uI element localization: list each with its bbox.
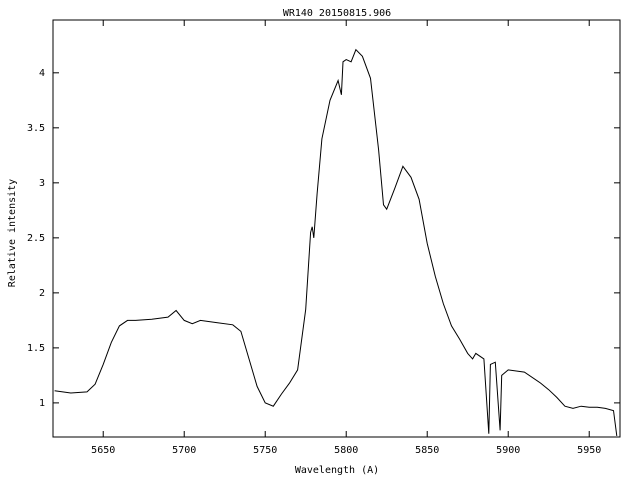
y-tick-label: 1	[39, 398, 45, 409]
chart-title: WR140 20150815.906	[283, 8, 391, 19]
x-tick-label: 5800	[334, 445, 358, 456]
plot-frame	[52, 19, 621, 438]
x-tick-label: 5900	[496, 445, 520, 456]
x-tick-label: 5650	[91, 445, 115, 456]
y-tick-label: 3	[39, 178, 45, 189]
y-tick-label: 2.5	[27, 233, 45, 244]
x-tick-label: 5750	[253, 445, 277, 456]
x-tick-label: 5950	[577, 445, 601, 456]
x-axis-label: Wavelength (A)	[295, 465, 379, 476]
spectrum-line	[54, 48, 618, 436]
x-tick-label: 5700	[172, 445, 196, 456]
y-tick-label: 2	[39, 288, 45, 299]
y-tick-label: 4	[39, 68, 45, 79]
y-tick-label: 1.5	[27, 343, 45, 354]
y-axis-label: Relative intensity	[7, 179, 18, 287]
y-tick-label: 3.5	[27, 123, 45, 134]
x-tick-label: 5850	[415, 445, 439, 456]
